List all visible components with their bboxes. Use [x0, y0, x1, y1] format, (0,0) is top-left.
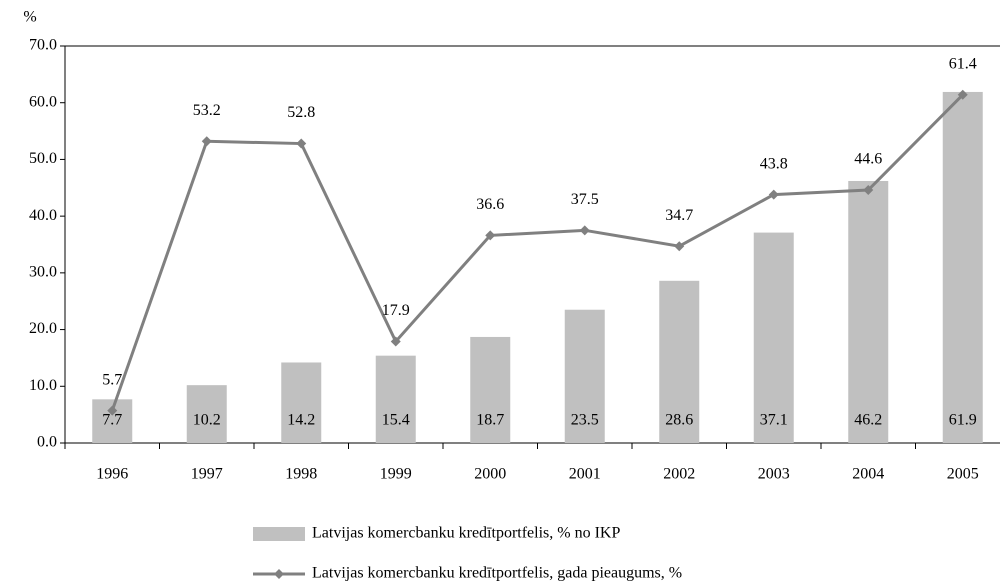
x-tick-label: 2003: [758, 466, 790, 483]
bar: [848, 180, 889, 444]
line-value-label: 52.8: [287, 104, 315, 121]
y-tick-label: 0.0: [37, 434, 57, 451]
marker: [768, 189, 779, 200]
bar: [470, 336, 511, 443]
x-tick-label: 1996: [96, 466, 128, 483]
x-tick-label: 1999: [380, 466, 412, 483]
y-tick-label: 40.0: [29, 207, 57, 224]
bar-value-label: 28.6: [665, 412, 693, 429]
marker: [390, 336, 401, 347]
marker: [296, 138, 307, 149]
y-axis-label: %: [23, 9, 36, 26]
y-tick-label: 50.0: [29, 150, 57, 167]
bar: [281, 362, 322, 443]
bar: [942, 91, 983, 443]
line-value-label: 37.5: [571, 191, 599, 208]
bar: [659, 280, 700, 443]
x-tick-label: 2001: [569, 466, 601, 483]
bar-value-label: 18.7: [476, 412, 504, 429]
bar-value-label: 37.1: [760, 412, 788, 429]
x-tick-label: 2004: [852, 466, 884, 483]
x-tick-label: 2000: [474, 466, 506, 483]
line-value-label: 53.2: [193, 102, 221, 119]
marker: [485, 230, 496, 241]
x-tick-label: 2005: [947, 466, 979, 483]
legend-marker: [274, 569, 284, 579]
y-tick-label: 10.0: [29, 377, 57, 394]
marker: [674, 241, 685, 252]
legend-label: Latvijas komercbanku kredītportfelis, ga…: [312, 565, 682, 581]
bar-value-label: 14.2: [287, 412, 315, 429]
y-tick-label: 60.0: [29, 93, 57, 110]
marker: [579, 225, 590, 236]
bar-value-label: 7.7: [102, 412, 122, 429]
bar-value-label: 10.2: [193, 412, 221, 429]
line: [110, 93, 964, 412]
marker: [863, 185, 874, 196]
legend-label: Latvijas komercbanku kredītportfelis, % …: [312, 525, 620, 542]
line-value-label: 43.8: [760, 155, 788, 172]
x-tick-label: 1998: [285, 466, 317, 483]
bar: [753, 232, 794, 443]
marker: [107, 405, 118, 416]
line-value-label: 61.4: [949, 55, 977, 72]
line-value-label: 36.6: [476, 196, 504, 213]
y-tick-label: 70.0: [29, 37, 57, 54]
bar: [186, 385, 227, 443]
line-value-label: 5.7: [102, 371, 122, 388]
marker: [957, 89, 968, 100]
x-tick-label: 2002: [663, 466, 695, 483]
bar: [375, 355, 416, 443]
bar-value-label: 46.2: [854, 412, 882, 429]
legend-swatch: [253, 527, 305, 541]
line-value-label: 44.6: [854, 151, 882, 168]
x-tick-label: 1997: [191, 466, 223, 483]
y-tick-label: 30.0: [29, 264, 57, 281]
line-value-label: 34.7: [665, 207, 693, 224]
bar-value-label: 61.9: [949, 412, 977, 429]
bar-value-label: 23.5: [571, 412, 599, 429]
bar-value-label: 15.4: [382, 412, 410, 429]
marker: [201, 136, 212, 147]
bar: [564, 309, 605, 443]
y-tick-label: 20.0: [29, 320, 57, 337]
line-value-label: 17.9: [382, 302, 410, 319]
